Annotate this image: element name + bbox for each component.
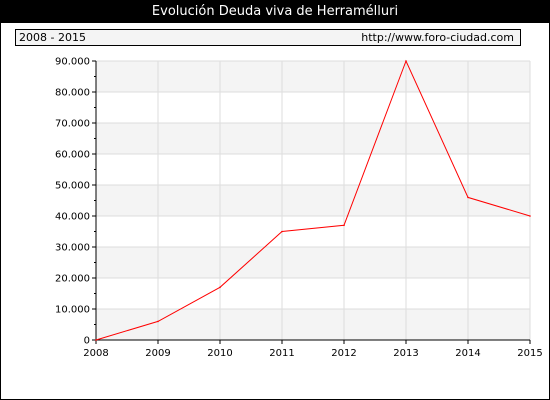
plot-band bbox=[96, 185, 530, 216]
plot-band bbox=[96, 247, 530, 278]
period-label: 2008 - 2015 bbox=[19, 31, 86, 44]
y-tick-label: 80.000 bbox=[55, 88, 90, 99]
y-tick-label: 50.000 bbox=[55, 181, 90, 192]
y-tick-label: 70.000 bbox=[55, 119, 90, 130]
x-tick-label: 2013 bbox=[393, 348, 418, 359]
data-point bbox=[95, 339, 97, 341]
plot-bands bbox=[96, 61, 530, 340]
info-bar: 2008 - 2015 http://www.foro-ciudad.com bbox=[15, 29, 521, 46]
series-line bbox=[95, 59, 531, 341]
y-tick-label: 30.000 bbox=[55, 243, 90, 254]
data-point bbox=[529, 215, 531, 217]
y-tick-label: 0 bbox=[84, 336, 90, 347]
x-axis-ticks: 2008 2009 2010 2011 2012 2013 2014 2015 bbox=[83, 340, 543, 359]
x-tick-label: 2010 bbox=[207, 348, 232, 359]
y-tick-label: 40.000 bbox=[55, 212, 90, 223]
plot-band bbox=[96, 61, 530, 92]
x-tick-label: 2011 bbox=[269, 348, 294, 359]
data-point bbox=[467, 196, 469, 199]
y-tick-label: 10.000 bbox=[55, 305, 90, 316]
plot-band bbox=[96, 123, 530, 154]
x-tick-label: 2008 bbox=[83, 348, 108, 359]
y-tick-label: 60.000 bbox=[55, 150, 90, 161]
data-point bbox=[343, 224, 345, 227]
x-tick-label: 2015 bbox=[517, 348, 542, 359]
data-point bbox=[219, 286, 221, 289]
grid-lines bbox=[96, 60, 531, 340]
x-tick-label: 2014 bbox=[455, 348, 480, 359]
data-point bbox=[281, 230, 283, 233]
y-tick-label: 90.000 bbox=[55, 57, 90, 68]
plot-band bbox=[96, 309, 530, 340]
y-tick-label: 20.000 bbox=[55, 274, 90, 285]
x-tick-label: 2012 bbox=[331, 348, 356, 359]
chart-title: Evolución Deuda viva de Herramélluri bbox=[1, 1, 549, 23]
source-label: http://www.foro-ciudad.com bbox=[361, 31, 514, 44]
data-point bbox=[405, 60, 407, 62]
series-layer bbox=[95, 59, 531, 341]
x-tick-label: 2009 bbox=[145, 348, 170, 359]
y-axis-ticks: 0 10.000 20.000 30.000 40.000 50.000 60.000 70.… bbox=[55, 57, 96, 347]
data-point bbox=[157, 320, 159, 323]
